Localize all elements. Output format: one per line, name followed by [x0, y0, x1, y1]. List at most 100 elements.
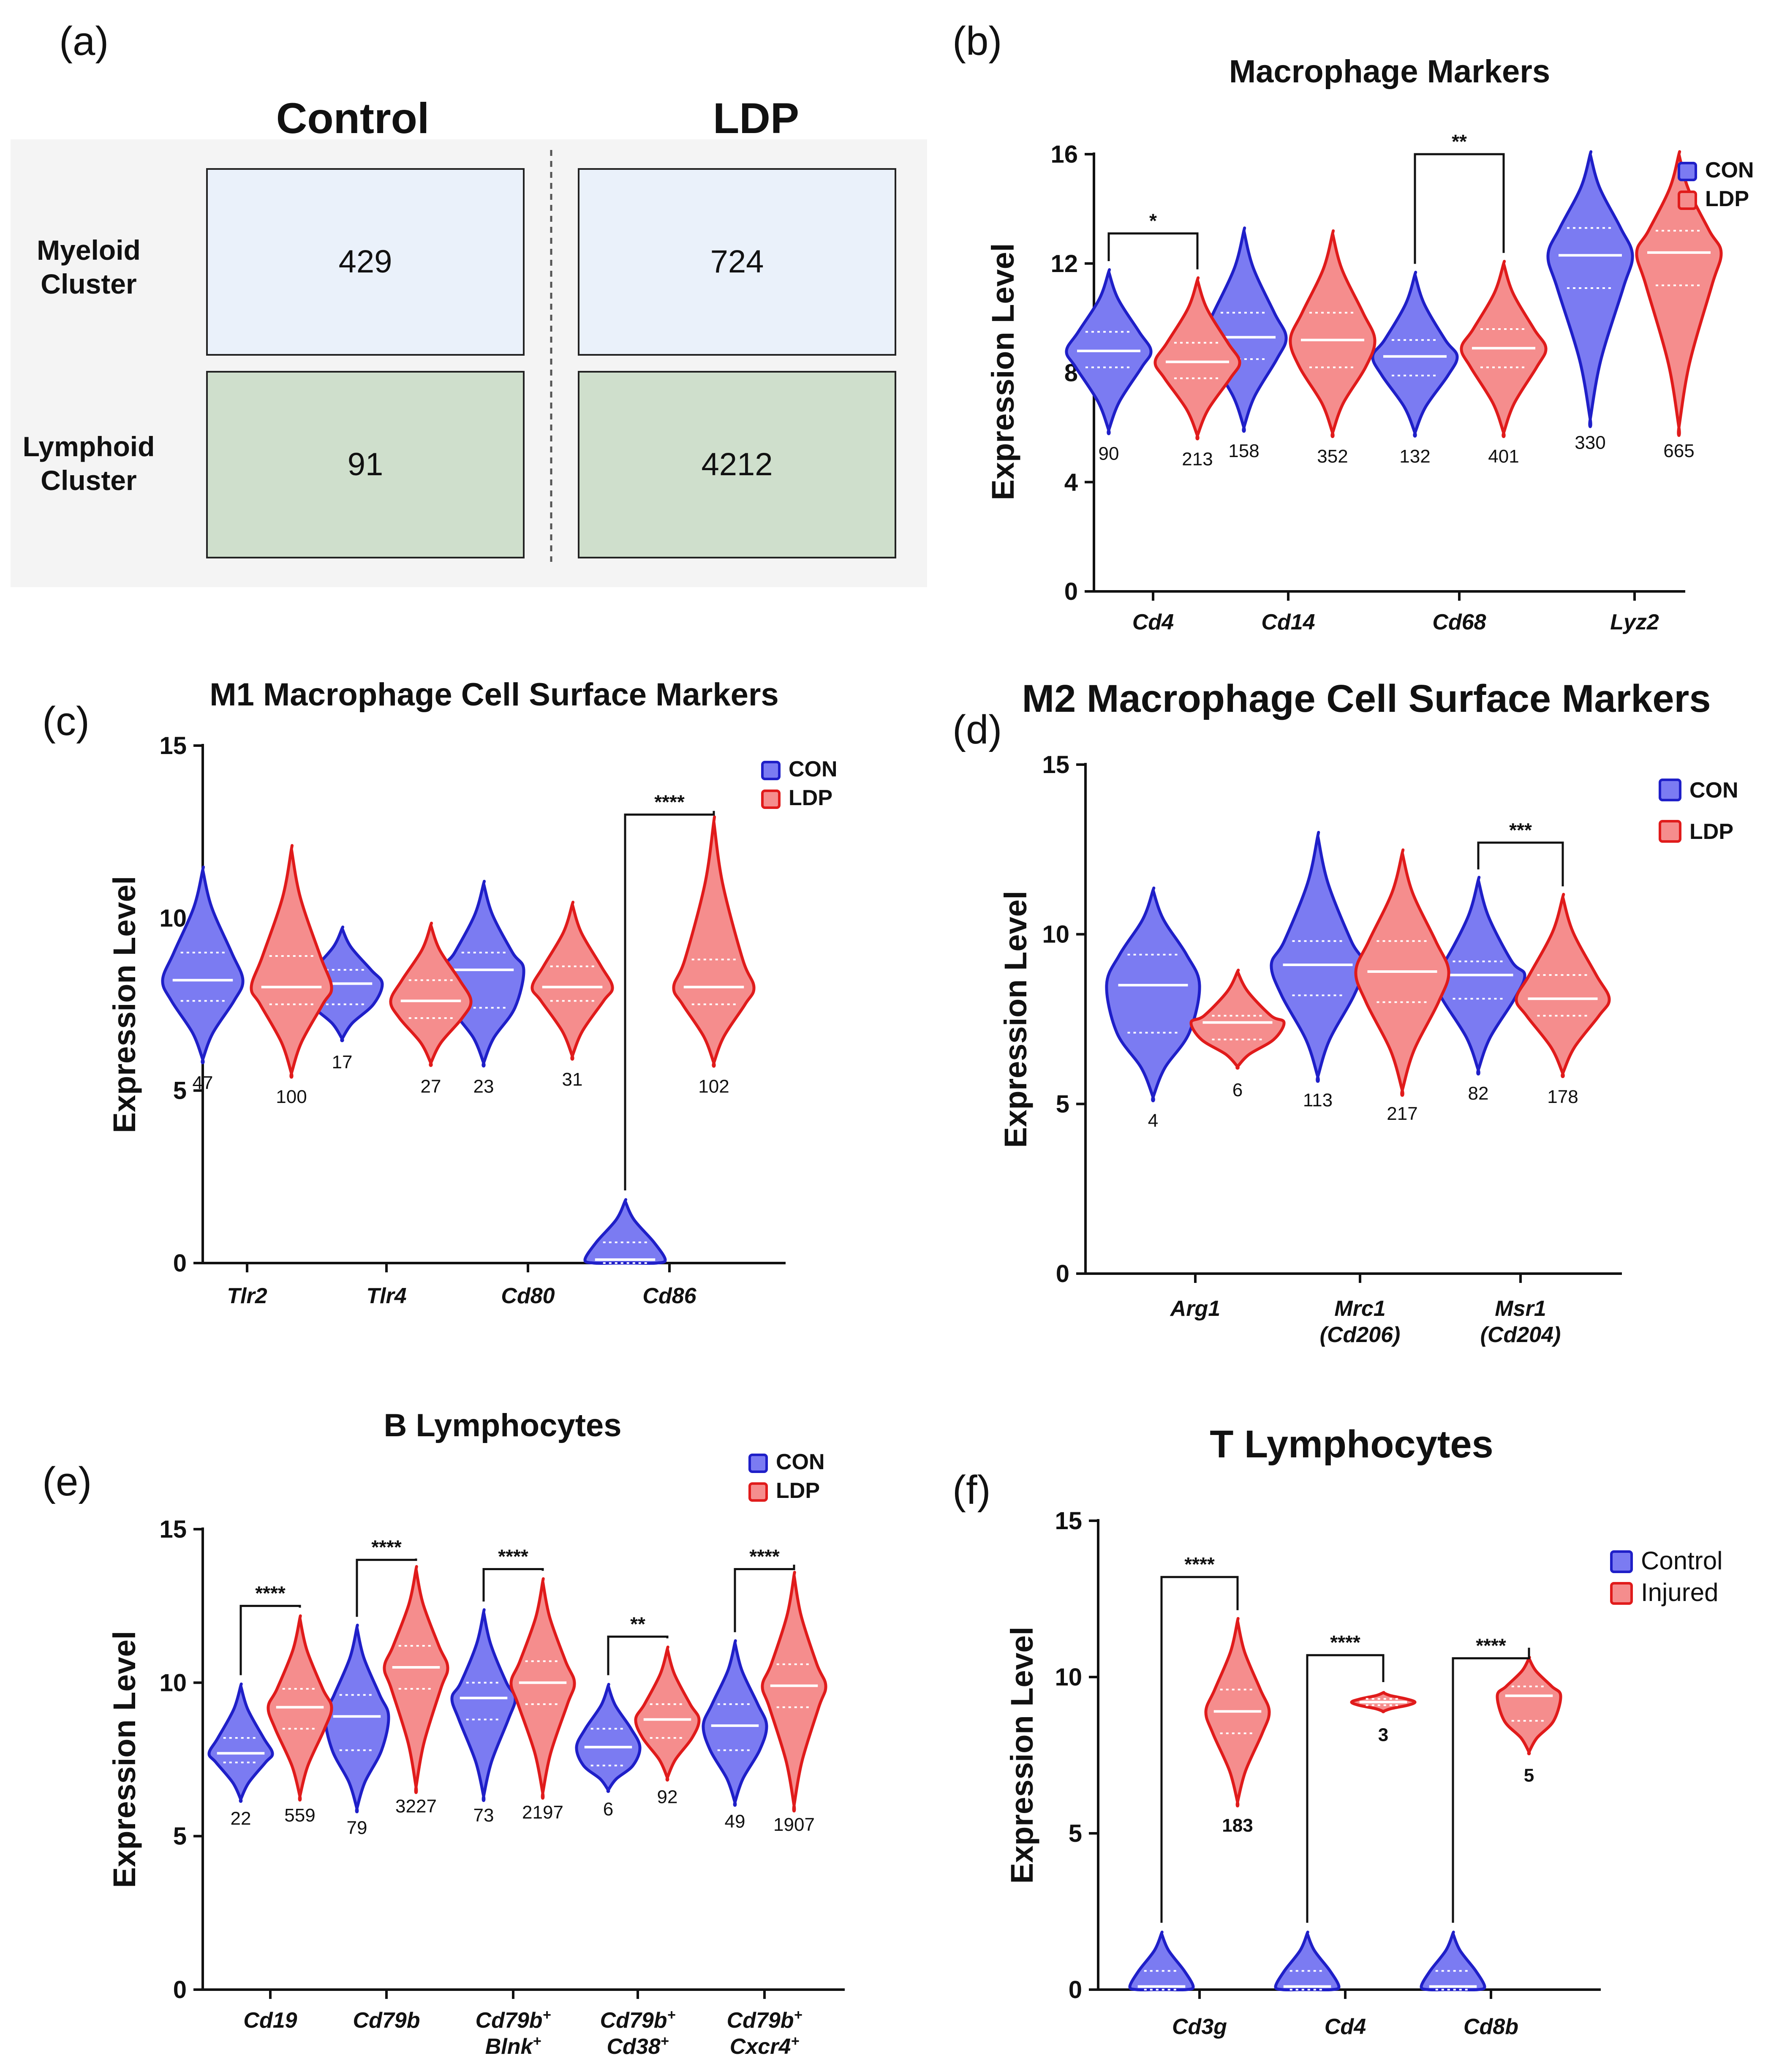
violin-body [1270, 830, 1366, 1083]
significance-bracket: *** [1477, 819, 1564, 887]
violin-cell-count: 183 [1222, 1815, 1253, 1836]
panel-e-y-axis-label: Expression Level [107, 1631, 142, 1888]
violin-cell-count: 79 [347, 1817, 367, 1838]
panel-e-category-label: Cd79b+ Cxcr4+ [727, 2007, 803, 2059]
legend-label-ldp: LDP [1705, 187, 1749, 211]
bracket-line [1107, 232, 1199, 270]
violin-injured-2: 3 [1350, 1691, 1417, 1745]
violin-cell-count: 401 [1488, 446, 1519, 467]
violin-body [324, 1623, 390, 1813]
panel-d-title: M2 Macrophage Cell Surface Markers [1022, 677, 1711, 720]
significance-label: **** [1476, 1635, 1506, 1657]
panel-e-y-tick-label: 5 [173, 1823, 187, 1850]
panel-a-letter: (a) [59, 19, 109, 64]
violin-cell-count: 5 [1524, 1765, 1534, 1786]
violin-cell-count: 3227 [395, 1796, 437, 1816]
legend-swatch-con [1678, 162, 1697, 181]
violin-body [1635, 150, 1723, 437]
panel-c-category-label: Tlr4 [366, 1284, 406, 1308]
significance-label: **** [1330, 1631, 1360, 1653]
panel-c-y-tick-label: 0 [173, 1250, 187, 1277]
violin-body [383, 1565, 449, 1794]
violin-body [1189, 969, 1286, 1070]
panel-e-y-tick-label: 10 [159, 1669, 187, 1696]
bracket-line [1160, 1576, 1239, 1923]
legend-swatch-ldp [1678, 191, 1697, 210]
panel-f-y-tick-label: 0 [1069, 1976, 1082, 2004]
significance-label: ** [1452, 131, 1467, 152]
panel-e-category-label: Cd79b+ Cd38+ [600, 2007, 676, 2059]
panel-b-category-label: Cd68 [1432, 610, 1486, 634]
violin-cell-count: 330 [1575, 432, 1605, 453]
violin-cell-count: 22 [231, 1808, 251, 1829]
violin-ldp-5: 1907 [761, 1571, 827, 1835]
violin-cell-count: 17 [332, 1052, 353, 1073]
significance-bracket: **** [624, 791, 715, 1190]
violin-con-2: 79 [324, 1623, 390, 1838]
lymphoid-label-line1: Lymphoid [23, 431, 155, 462]
violin-control-2 [1274, 1930, 1341, 1992]
panel-d-y-tick-label: 10 [1042, 921, 1069, 948]
violin-cell-count: 559 [284, 1805, 315, 1826]
violin-ldp-3: 178 [1515, 893, 1611, 1107]
violin-body [575, 1683, 642, 1793]
violin-con-3: 73 [450, 1608, 517, 1826]
violin-body [1105, 886, 1201, 1103]
panel-f-y-tick-label: 15 [1055, 1507, 1082, 1535]
violin-body [1515, 893, 1611, 1078]
violin-cell-count: 27 [421, 1076, 441, 1097]
myeloid-label-line2: Cluster [41, 268, 136, 300]
panel-c-legend: CON LDP [761, 757, 838, 810]
significance-label: **** [749, 1545, 780, 1567]
violin-cell-count: 31 [562, 1069, 583, 1090]
violin-ldp-1: 100 [250, 844, 333, 1107]
violin-ldp-2: 3227 [383, 1565, 449, 1816]
violin-body [1128, 1930, 1195, 1992]
violin-ldp-2: 352 [1289, 229, 1377, 467]
ldp-lymphoid-count: 4212 [701, 447, 773, 482]
violin-ldp-4: 665 [1635, 150, 1723, 461]
violin-con-3: 132 [1371, 271, 1459, 467]
panel-c-m1-markers: (c) M1 Macrophage Cell Surface Markers Exp… [42, 677, 838, 1308]
bracket-line [734, 1565, 795, 1632]
violin-cell-count: 90 [1099, 443, 1119, 464]
legend-label-ldp: LDP [1689, 820, 1733, 844]
panel-b-letter: (b) [952, 19, 1002, 64]
violin-con-1: 4 [1105, 886, 1201, 1131]
legend-swatch-control [1610, 1550, 1633, 1573]
violin-ldp-1: 213 [1153, 276, 1241, 469]
violin-cell-count: 158 [1228, 441, 1259, 461]
violin-body [583, 1198, 667, 1265]
significance-bracket: * [1107, 210, 1199, 270]
violin-ldp-3: 2197 [509, 1577, 576, 1823]
panel-f-y-axis-label: Expression Level [1004, 1627, 1039, 1884]
significance-bracket: **** [1452, 1635, 1530, 1923]
panel-d-category-label: Mrc1 (Cd206) [1320, 1296, 1401, 1347]
panel-f-title: T Lymphocytes [1210, 1423, 1493, 1466]
violin-cell-count: 49 [725, 1811, 745, 1832]
violin-con-1: 22 [207, 1683, 274, 1829]
panel-b-y-axis-label: Expression Level [985, 243, 1020, 501]
violin-cell-count: 23 [473, 1076, 494, 1097]
violin-con-4: 330 [1546, 150, 1634, 453]
violin-body [207, 1683, 274, 1803]
violin-cell-count: 102 [698, 1076, 729, 1097]
panel-f-y-tick-label: 5 [1069, 1820, 1082, 1847]
panel-d-y-tick-label: 0 [1056, 1260, 1069, 1288]
violin-con-5: 49 [702, 1639, 768, 1832]
legend-label-con: CON [1705, 158, 1754, 182]
significance-bracket: **** [734, 1545, 795, 1632]
panel-d-y-tick-label: 15 [1042, 751, 1069, 779]
legend-swatch-ldp [748, 1482, 768, 1502]
panel-e-category-label: Cd19 [243, 2008, 297, 2033]
significance-label: **** [255, 1582, 286, 1604]
panel-e-legend: CON LDP [748, 1450, 825, 1503]
violin-ldp-1: 6 [1189, 969, 1286, 1100]
ldp-header: LDP [713, 94, 799, 142]
violin-con-3: 82 [1430, 876, 1526, 1104]
lymphoid-label-line2: Cluster [41, 465, 136, 496]
panel-d-category-label: Arg1 [1170, 1296, 1220, 1321]
panel-f-category-label: Cd4 [1325, 2015, 1366, 2039]
panel-f-category-label: Cd8b [1464, 2015, 1518, 2039]
panel-c-y-axis-label: Expression Level [107, 876, 142, 1133]
